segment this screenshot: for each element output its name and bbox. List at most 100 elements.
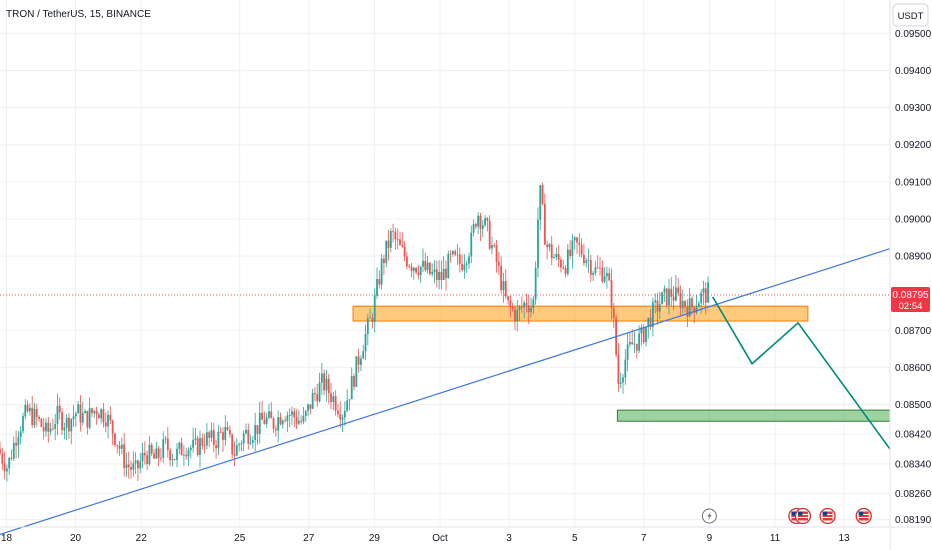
projection-path bbox=[711, 296, 891, 450]
candle-body bbox=[497, 262, 500, 266]
candle-body bbox=[672, 296, 675, 301]
currency-button[interactable]: USDT bbox=[892, 3, 929, 27]
candle-body bbox=[210, 430, 213, 438]
candle-body bbox=[176, 448, 178, 460]
candle-body bbox=[530, 307, 532, 313]
price-axis[interactable]: 0.09500 0.09400 0.09300 0.09200 0.09100 0.090… bbox=[895, 29, 932, 526]
candle-body bbox=[373, 295, 376, 322]
candle-body bbox=[77, 404, 80, 414]
x-tick-label: 3 bbox=[506, 533, 512, 544]
candle-body bbox=[31, 407, 34, 426]
candle-body bbox=[160, 457, 162, 459]
candle-body bbox=[638, 333, 640, 351]
candle-body bbox=[194, 438, 197, 440]
candle-body bbox=[691, 298, 693, 308]
candle-body bbox=[61, 412, 63, 431]
candle-body bbox=[346, 400, 349, 411]
y-tick-label: 0.08260 bbox=[895, 489, 932, 500]
x-tick-label: 22 bbox=[136, 533, 148, 544]
candle-body bbox=[514, 309, 516, 322]
candle-body bbox=[456, 254, 459, 256]
candle-body bbox=[440, 271, 443, 281]
candle-body bbox=[516, 309, 519, 322]
candle-body bbox=[153, 453, 155, 459]
currency-button-label: USDT bbox=[898, 11, 924, 22]
candle-body bbox=[162, 439, 165, 458]
candle-body bbox=[658, 304, 661, 312]
candle-body bbox=[316, 394, 319, 402]
candle-body bbox=[337, 410, 339, 415]
candle-body bbox=[410, 266, 413, 271]
candle-body bbox=[564, 267, 567, 274]
candle-body bbox=[668, 288, 670, 306]
candle-body bbox=[219, 431, 222, 433]
candle-body bbox=[70, 419, 73, 432]
candle-body bbox=[139, 461, 142, 469]
candle-body bbox=[486, 218, 489, 221]
candle-body bbox=[401, 245, 404, 247]
us-flag-icon[interactable] bbox=[794, 507, 812, 525]
candle-body bbox=[104, 422, 107, 427]
candle-body bbox=[610, 280, 613, 308]
event-markers[interactable] bbox=[701, 507, 872, 525]
time-axis[interactable]: 18 20 22 25 27 29 Oct 3 5 7 9 11 13 bbox=[1, 533, 850, 544]
candle-body bbox=[284, 420, 286, 422]
candle-body bbox=[654, 300, 657, 303]
candle-body bbox=[173, 459, 176, 460]
candle-body bbox=[684, 301, 686, 307]
y-tick-label: 0.09000 bbox=[895, 214, 932, 225]
x-tick-label: 5 bbox=[572, 533, 578, 544]
candle-body bbox=[54, 423, 57, 429]
y-tick-label: 0.09200 bbox=[895, 140, 932, 151]
us-flag-icon[interactable] bbox=[855, 507, 872, 525]
candle-body bbox=[187, 450, 190, 457]
candle-body bbox=[681, 301, 684, 309]
x-tick-label: Oct bbox=[432, 533, 448, 544]
candle-body bbox=[633, 343, 636, 345]
countdown-label: 02:54 bbox=[899, 301, 923, 312]
candle-body bbox=[419, 266, 422, 276]
candle-body bbox=[65, 417, 68, 428]
candle-body bbox=[674, 287, 677, 301]
candle-body bbox=[353, 376, 355, 387]
candle-body bbox=[251, 440, 254, 443]
candle-body bbox=[201, 438, 204, 446]
candle-body bbox=[235, 445, 238, 456]
candle-body bbox=[707, 282, 709, 303]
us-flag-icon[interactable] bbox=[819, 507, 836, 525]
candle-body bbox=[380, 258, 383, 285]
support-zone bbox=[616, 409, 891, 422]
candle-body bbox=[596, 267, 599, 269]
candle-body bbox=[240, 443, 243, 445]
candle-body bbox=[74, 413, 77, 417]
x-tick-label: 13 bbox=[838, 533, 850, 544]
current-price-label: 0.08795 bbox=[892, 290, 929, 301]
lightning-icon[interactable] bbox=[701, 508, 717, 524]
x-tick-label: 20 bbox=[70, 533, 82, 544]
candle-body bbox=[461, 263, 463, 271]
y-tick-label: 0.08700 bbox=[895, 326, 932, 337]
candle-body bbox=[656, 300, 659, 312]
candle-body bbox=[148, 444, 151, 464]
candle-body bbox=[569, 249, 572, 256]
candle-body bbox=[146, 455, 149, 464]
candle-body bbox=[504, 281, 507, 297]
candle-body bbox=[357, 356, 360, 365]
candle-body bbox=[491, 245, 493, 249]
candle-body bbox=[424, 260, 427, 271]
candle-body bbox=[88, 408, 91, 428]
candle-body bbox=[254, 425, 257, 441]
candle-body bbox=[576, 237, 578, 243]
candle-body bbox=[651, 302, 654, 328]
candle-body bbox=[454, 251, 457, 255]
candle-body bbox=[546, 244, 549, 248]
candle-body bbox=[608, 273, 611, 281]
candle-body bbox=[102, 409, 105, 423]
candle-body bbox=[366, 318, 369, 334]
trendline bbox=[0, 248, 891, 535]
candle-body bbox=[477, 215, 480, 227]
candle-body bbox=[137, 460, 139, 469]
candle-body bbox=[628, 342, 631, 345]
candle-body bbox=[302, 415, 305, 422]
